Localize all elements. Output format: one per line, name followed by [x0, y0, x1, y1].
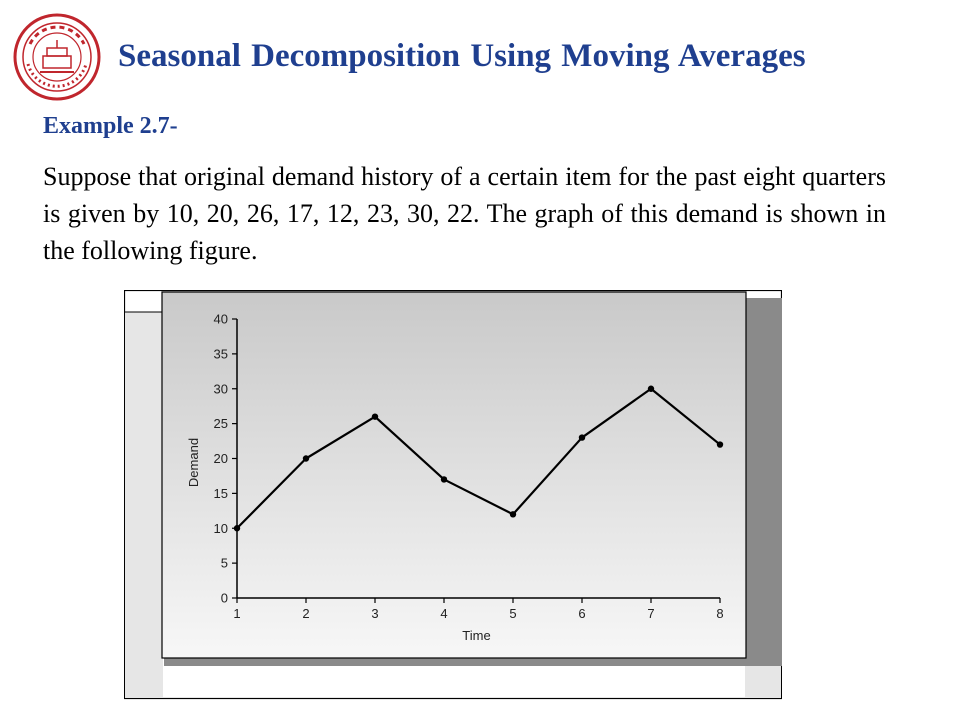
y-tick-label: 15 — [214, 486, 228, 501]
data-point — [302, 455, 310, 462]
y-tick-label: 35 — [214, 346, 228, 361]
data-point — [233, 525, 241, 532]
data-point — [578, 434, 586, 441]
y-tick-label: 0 — [221, 591, 228, 606]
x-tick-label: 7 — [647, 606, 654, 621]
data-point — [647, 385, 655, 392]
x-tick-label: 6 — [578, 606, 585, 621]
data-point — [440, 476, 448, 483]
slide-title: Seasonal Decomposition Using Moving Aver… — [118, 38, 806, 74]
y-tick-label: 10 — [214, 521, 228, 536]
x-tick-label: 8 — [716, 606, 723, 621]
x-tick-label: 3 — [371, 606, 378, 621]
figure-band-left — [125, 312, 163, 698]
x-tick-label: 4 — [440, 606, 447, 621]
y-tick-label: 20 — [214, 451, 228, 466]
university-seal-icon — [13, 13, 101, 101]
demand-line — [236, 387, 721, 530]
chart-panel — [161, 291, 747, 659]
x-tick-label: 1 — [233, 606, 240, 621]
y-tick-label: 25 — [214, 416, 228, 431]
x-tick-label: 2 — [302, 606, 309, 621]
example-label: Example 2.7- — [43, 113, 178, 139]
data-point — [371, 413, 379, 420]
x-tick-label: 5 — [509, 606, 516, 621]
y-tick-label: 30 — [214, 381, 228, 396]
y-tick-label: 5 — [221, 556, 228, 571]
data-point — [716, 441, 724, 448]
data-point — [509, 511, 517, 518]
x-axis-label: Time — [462, 628, 490, 643]
example-paragraph: Suppose that original demand history of … — [43, 162, 886, 265]
y-axis-label: Demand — [186, 438, 201, 487]
demand-chart: 0 5 10 15 20 25 30 35 40 1 2 3 4 5 6 7 8 Time Demand — [124, 290, 782, 700]
y-tick-label: 40 — [214, 312, 228, 327]
